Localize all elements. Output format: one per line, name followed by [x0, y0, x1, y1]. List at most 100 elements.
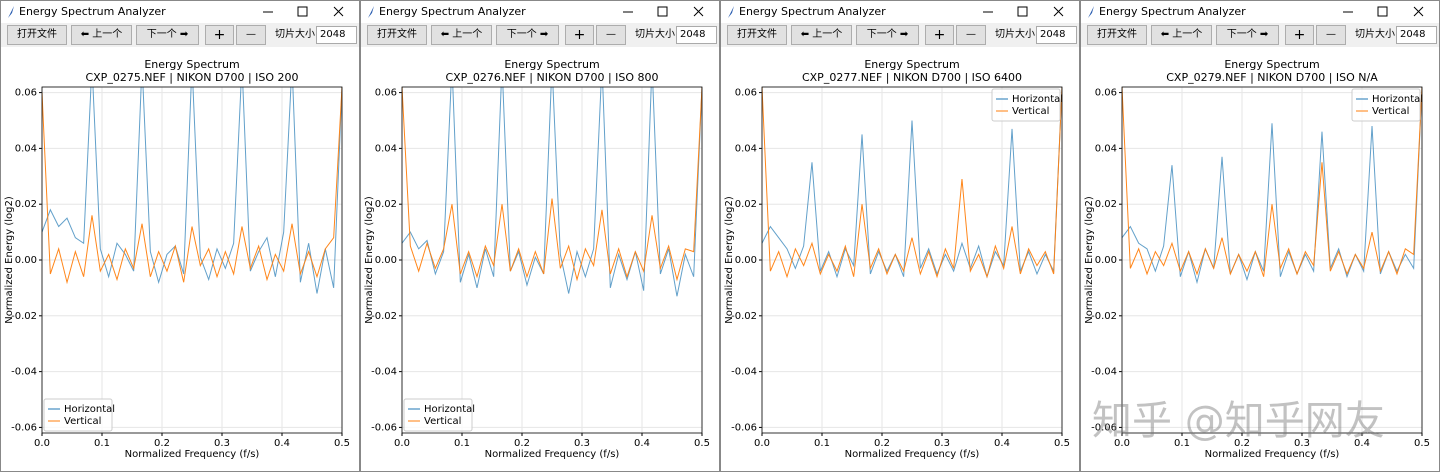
y-tick-label: 0.06	[1095, 88, 1117, 99]
y-tick-label: 0.06	[375, 88, 397, 99]
x-axis-label: Normalized Frequency (f/s)	[1205, 449, 1340, 460]
x-tick-label: 0.3	[934, 438, 950, 449]
title-bar: Energy Spectrum Analyzer	[1081, 1, 1439, 23]
x-axis-label: Normalized Frequency (f/s)	[485, 449, 620, 460]
chart-title: Energy Spectrum	[504, 58, 599, 71]
plot-frame	[761, 86, 1063, 434]
zoom-in-button[interactable]: +	[1285, 25, 1314, 45]
legend-label: Horizontal	[1012, 94, 1063, 105]
next-button[interactable]: 下一个 ➡	[856, 25, 919, 45]
feather-icon	[8, 6, 14, 18]
slice-size-select[interactable]: 2048	[1396, 26, 1437, 44]
zoom-out-button[interactable]: —	[956, 25, 986, 45]
x-tick-label: 0.0	[1114, 438, 1130, 449]
y-tick-label: 0.04	[735, 143, 757, 154]
prev-button[interactable]: ⬅ 上一个	[791, 25, 852, 45]
zoom-out-button[interactable]: —	[1316, 25, 1346, 45]
maximize-button[interactable]	[657, 6, 668, 17]
open-file-button[interactable]: 打开文件	[367, 25, 427, 45]
app-window: Energy Spectrum Analyzer 打开文件 ⬅ 上一个 下一个 ➡ + —…	[360, 0, 720, 472]
zoom-out-button[interactable]: —	[596, 25, 626, 45]
window-controls	[263, 6, 344, 17]
y-tick-label: 0.04	[1095, 143, 1117, 154]
prev-button[interactable]: ⬅ 上一个	[71, 25, 132, 45]
legend-box	[43, 398, 113, 432]
y-tick-label: 0.00	[735, 255, 757, 266]
y-tick-label: -0.06	[1091, 422, 1117, 433]
y-axis-label: Normalized Energy (log2)	[724, 196, 735, 324]
chart-subtitle: CXP_0276.NEF | NIKON D700 | ISO 800	[445, 71, 658, 84]
maximize-button[interactable]	[297, 6, 308, 17]
spectrum-line	[42, 87, 342, 285]
y-tick-label: 0.04	[375, 143, 397, 154]
slice-size-label: 切片大小:	[635, 29, 679, 40]
legend-label: Vertical	[1012, 106, 1049, 117]
zoom-in-button[interactable]: +	[925, 25, 954, 45]
y-tick-label: -0.04	[371, 367, 397, 378]
slice-size-label: 切片大小:	[1355, 29, 1399, 40]
chart-subtitle: CXP_0277.NEF | NIKON D700 | ISO 6400	[802, 71, 1022, 84]
y-tick-label: -0.02	[1091, 311, 1117, 322]
y-tick-label: -0.04	[731, 367, 757, 378]
close-button[interactable]	[693, 6, 704, 17]
zoom-in-button[interactable]: +	[565, 25, 594, 45]
maximize-button[interactable]	[1377, 6, 1388, 17]
plot-frame	[41, 86, 343, 434]
open-file-button[interactable]: 打开文件	[727, 25, 787, 45]
window-controls	[983, 6, 1064, 17]
y-tick-label: -0.06	[11, 422, 37, 433]
y-tick-label: -0.02	[371, 311, 397, 322]
x-tick-label: 0.5	[1054, 438, 1070, 449]
feather-icon	[368, 6, 374, 18]
y-tick-label: -0.02	[731, 311, 757, 322]
app-icon	[728, 6, 734, 18]
window-title: Energy Spectrum Analyzer	[1099, 5, 1246, 18]
app-window: Energy Spectrum Analyzer 打开文件 ⬅ 上一个 下一个 ➡ + —…	[1080, 0, 1440, 472]
app-icon	[368, 6, 374, 18]
x-tick-label: 0.5	[334, 438, 350, 449]
slice-size-select[interactable]: 2048	[1036, 26, 1077, 44]
close-button[interactable]	[333, 6, 344, 17]
y-tick-label: -0.04	[1091, 367, 1117, 378]
window-title: Energy Spectrum Analyzer	[739, 5, 886, 18]
legend-label: Vertical	[64, 416, 101, 427]
legend-box	[1351, 88, 1421, 122]
zoom-out-button[interactable]: —	[236, 25, 266, 45]
next-button[interactable]: 下一个 ➡	[136, 25, 199, 45]
x-tick-label: 0.1	[94, 438, 110, 449]
next-button[interactable]: 下一个 ➡	[496, 25, 559, 45]
title-bar: Energy Spectrum Analyzer	[361, 1, 719, 23]
legend-box	[991, 88, 1061, 122]
x-tick-label: 0.4	[994, 438, 1010, 449]
spectrum-line	[402, 87, 702, 297]
close-button[interactable]	[1053, 6, 1064, 17]
open-file-button[interactable]: 打开文件	[7, 25, 67, 45]
y-tick-label: 0.02	[375, 199, 397, 210]
x-tick-label: 0.2	[514, 438, 530, 449]
spectrum-line	[762, 87, 1062, 279]
prev-button[interactable]: ⬅ 上一个	[1151, 25, 1212, 45]
legend-label: Horizontal	[1372, 94, 1423, 105]
chart-title: Energy Spectrum	[864, 58, 959, 71]
slice-size-select[interactable]: 2048	[316, 26, 357, 44]
y-tick-label: -0.04	[11, 367, 37, 378]
zoom-in-button[interactable]: +	[205, 25, 234, 45]
maximize-button[interactable]	[1017, 6, 1028, 17]
open-file-button[interactable]: 打开文件	[1087, 25, 1147, 45]
chart-title: Energy Spectrum	[1224, 58, 1319, 71]
next-button[interactable]: 下一个 ➡	[1216, 25, 1279, 45]
spectrum-line	[42, 87, 342, 294]
prev-button[interactable]: ⬅ 上一个	[431, 25, 492, 45]
close-button[interactable]	[1413, 6, 1424, 17]
app-window: Energy Spectrum Analyzer 打开文件 ⬅ 上一个 下一个 ➡ + —…	[720, 0, 1080, 472]
x-tick-label: 0.1	[1174, 438, 1190, 449]
window-title: Energy Spectrum Analyzer	[19, 5, 166, 18]
y-axis-label: Normalized Energy (log2)	[364, 196, 375, 324]
chart-subtitle: CXP_0275.NEF | NIKON D700 | ISO 200	[85, 71, 298, 84]
legend-label: Vertical	[1372, 106, 1409, 117]
slice-size-select[interactable]: 2048	[676, 26, 717, 44]
